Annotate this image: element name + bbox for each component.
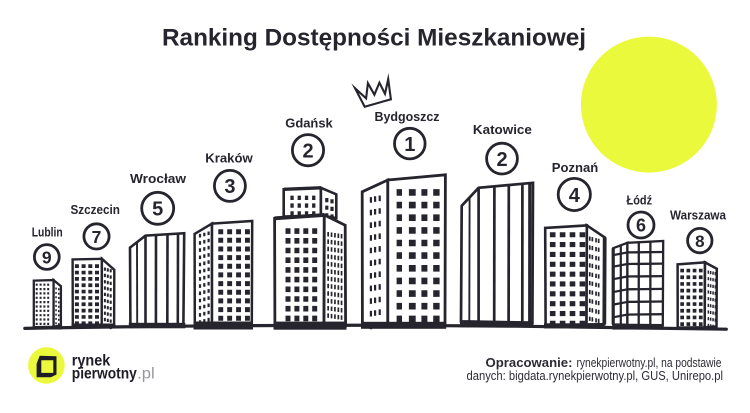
svg-text:2: 2 [496, 149, 507, 171]
svg-text:rynek: rynek [72, 352, 111, 369]
svg-text:Bydgoszcz: Bydgoszcz [375, 110, 440, 124]
svg-text:Warszawa: Warszawa [670, 209, 727, 223]
svg-text:Łódź: Łódź [627, 194, 653, 208]
svg-text:rynekpierwotny.pl, na podstawi: rynekpierwotny.pl, na podstawie [577, 356, 722, 370]
svg-text:9: 9 [42, 247, 52, 267]
svg-text:Ranking Dostępności Mieszkanio: Ranking Dostępności Mieszkaniowej [162, 24, 586, 51]
svg-text:3: 3 [224, 176, 235, 198]
svg-text:8: 8 [695, 232, 704, 251]
svg-text:6: 6 [636, 216, 646, 236]
svg-text:2: 2 [302, 141, 313, 163]
svg-text:.pl: .pl [137, 366, 155, 383]
svg-text:Gdańsk: Gdańsk [285, 117, 333, 131]
svg-text:Opracowanie:: Opracowanie: [486, 356, 573, 370]
svg-text:Szczecin: Szczecin [70, 203, 120, 217]
svg-text:Katowice: Katowice [473, 123, 532, 137]
svg-text:4: 4 [569, 185, 581, 207]
svg-text:1: 1 [404, 134, 415, 156]
svg-text:Lublin: Lublin [32, 226, 63, 240]
svg-text:pierwotny: pierwotny [72, 366, 137, 383]
svg-text:7: 7 [92, 227, 102, 247]
svg-text:Wrocław: Wrocław [130, 172, 186, 186]
svg-text:5: 5 [152, 199, 163, 221]
svg-text:Poznań: Poznań [552, 161, 599, 175]
svg-text:Kraków: Kraków [205, 152, 253, 166]
svg-text:danych: bigdata.rynekpierwotny: danych: bigdata.rynekpierwotny.pl, GUS, … [467, 369, 724, 383]
